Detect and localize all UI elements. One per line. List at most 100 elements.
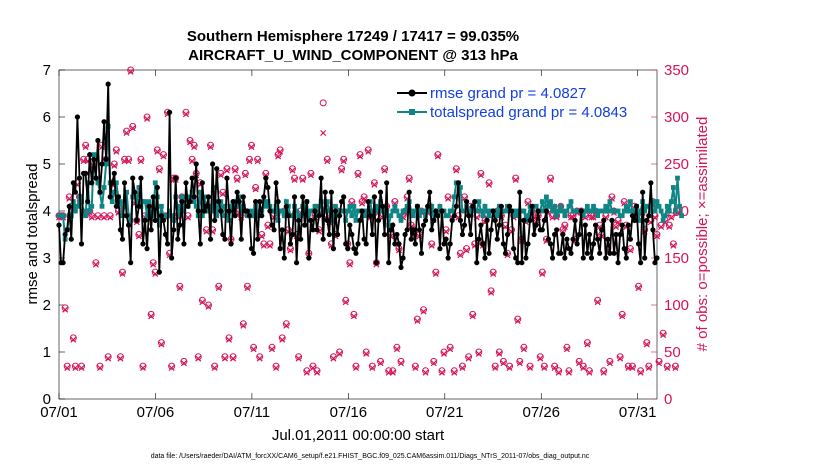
obs-assimilated-point: [207, 144, 214, 151]
rmse-point: [269, 222, 275, 228]
rmse-point: [455, 180, 461, 186]
totalspread-point: [615, 208, 621, 214]
y-right-tick-label: 350: [664, 62, 689, 79]
totalspread-point: [539, 199, 545, 204]
totalspread-point: [673, 208, 678, 214]
obs-assimilated-point: [273, 364, 280, 372]
obs-possible-point: [665, 221, 673, 229]
rmse-point: [130, 175, 136, 181]
obs-assimilated-point: [187, 139, 194, 146]
obs-assimilated-point: [123, 129, 130, 137]
obs-assimilated-point: [527, 364, 534, 372]
obs-possible-point: [489, 268, 497, 276]
totalspread-point: [462, 208, 467, 214]
rmse-point: [347, 222, 353, 228]
obs-assimilated-point: [230, 355, 237, 362]
rmse-point: [60, 260, 66, 266]
obs-possible-point: [221, 353, 229, 361]
totalspread-point: [449, 208, 455, 214]
obs-possible-point: [159, 151, 167, 159]
rmse-point: [552, 231, 558, 238]
totalspread-point: [625, 208, 631, 214]
obs-assimilated-point: [248, 144, 255, 151]
rmse-point: [441, 241, 447, 247]
obs-assimilated-point: [412, 364, 419, 372]
totalspread-point: [552, 203, 558, 209]
totalspread-point: [83, 213, 89, 219]
totalspread-point: [412, 208, 418, 214]
obs-possible-point: [116, 353, 124, 361]
rmse-point: [216, 199, 222, 205]
obs-assimilated-point: [465, 355, 472, 362]
y-left-tick-label: 2: [43, 297, 51, 314]
rmse-point: [459, 231, 466, 238]
obs-possible-point: [579, 362, 587, 370]
totalspread-point: [619, 213, 625, 219]
obs-possible-point: [78, 362, 86, 370]
rmse-point: [193, 161, 199, 167]
obs-possible-point: [180, 357, 188, 365]
obs-possible-point: [291, 174, 299, 182]
rmse-point: [506, 203, 513, 209]
obs-possible-point: [248, 141, 256, 149]
obs-assimilated-point: [139, 364, 146, 372]
chart-title-line2: AIRCRAFT_U_WIND_COMPONENT @ 313 hPa: [188, 47, 518, 64]
totalspread-point: [197, 189, 203, 195]
obs-possible-point: [190, 141, 198, 149]
rmse-point: [463, 199, 470, 205]
obs-assimilated-point: [96, 364, 103, 372]
totalspread-point: [656, 203, 662, 209]
obs-possible-point: [254, 155, 262, 163]
rmse-point: [365, 199, 371, 205]
rmse-point: [468, 231, 474, 238]
obs-assimilated-point: [289, 167, 296, 174]
obs-possible-point: [512, 174, 520, 182]
obs-assimilated-point: [486, 181, 493, 188]
rmse-point: [341, 194, 347, 200]
obs-possible-point: [313, 367, 321, 375]
obs-possible-point: [547, 174, 555, 182]
rmse-point: [502, 250, 509, 256]
rmse-point: [302, 222, 308, 228]
rmse-point: [439, 208, 445, 214]
totalspread-point: [558, 203, 564, 209]
rmse-point: [74, 114, 81, 120]
totalspread-point: [451, 194, 457, 200]
totalspread-point: [390, 208, 396, 214]
rmse-point: [326, 231, 332, 238]
obs-assimilated-point: [561, 223, 568, 231]
obs-possible-point: [104, 353, 112, 361]
rmse-point: [140, 241, 146, 247]
rmse-point: [422, 217, 429, 223]
obs-assimilated-point: [223, 167, 230, 174]
rmse-point: [590, 241, 597, 247]
obs-possible-point: [223, 165, 231, 173]
totalspread-point: [664, 203, 670, 209]
obs-assimilated-point: [299, 176, 306, 184]
obs-assimilated-point: [506, 364, 513, 372]
obs-possible-point: [364, 146, 372, 154]
rmse-point: [539, 227, 545, 233]
rmse-point: [162, 231, 169, 238]
obs-possible-point: [536, 353, 544, 361]
y-axis-left: 0 1 2 3 4 5 6 7: [43, 62, 65, 408]
totalspread-point: [109, 199, 115, 204]
obs-assimilated-point: [488, 289, 495, 296]
obs-possible-point: [225, 334, 233, 342]
obs-assimilated-point: [588, 214, 595, 221]
totalspread-point: [660, 218, 666, 223]
obs-assimilated-point: [215, 285, 222, 292]
obs-assimilated-point: [514, 317, 521, 325]
totalspread-point: [670, 185, 676, 190]
obs-possible-point: [520, 343, 528, 351]
obs-possible-point: [635, 282, 643, 290]
obs-assimilated-point: [330, 355, 337, 362]
obs-assimilated-point: [346, 261, 353, 268]
obs-assimilated-point: [670, 242, 677, 249]
obs-assimilated-point: [232, 167, 239, 174]
obs-assimilated-point: [555, 369, 562, 376]
obs-assimilated-point: [119, 270, 126, 278]
rmse-point: [136, 203, 142, 209]
rmse-point: [248, 246, 255, 252]
obs-assimilated-point: [463, 247, 470, 254]
